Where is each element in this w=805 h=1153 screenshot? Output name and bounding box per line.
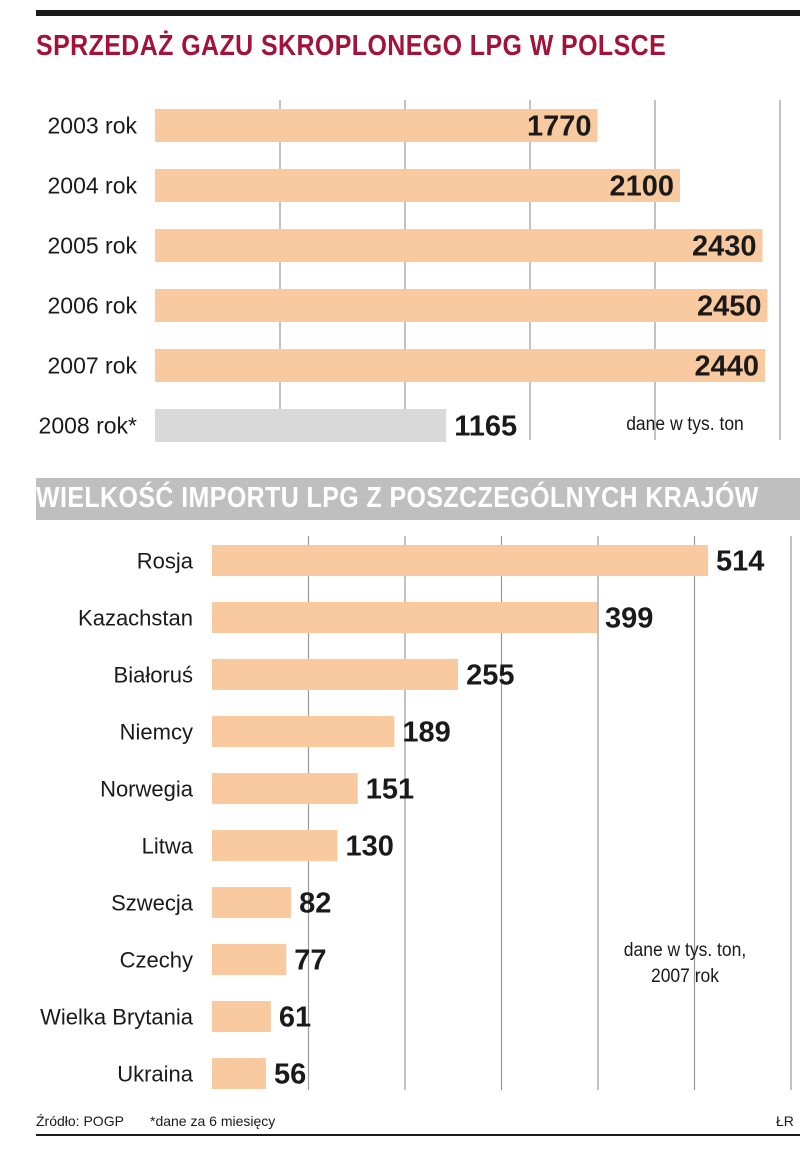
chart1-value-label: 2100 (609, 171, 674, 203)
chart2-title: WIELKOŚĆ IMPORTU LPG Z POSZCZEGÓLNYCH KR… (36, 482, 759, 514)
chart2-value-label: 189 (402, 717, 450, 749)
chart1-bar (155, 289, 768, 322)
chart1-category-label: 2005 rok (47, 233, 137, 259)
chart1-category-label: 2008 rok* (39, 413, 138, 439)
chart1-value-label: 2430 (692, 231, 757, 263)
chart1-value-label: 1770 (527, 111, 592, 143)
chart2-category-label: Litwa (142, 834, 194, 859)
footnote-text: *dane za 6 miesięcy (150, 1113, 276, 1129)
chart2-category-label: Niemcy (120, 720, 193, 745)
chart2-category-label: Rosja (137, 549, 194, 574)
chart2-value-label: 255 (466, 660, 514, 692)
chart2-bar (212, 944, 287, 975)
chart2-value-label: 77 (294, 945, 326, 977)
chart2-unit-note-line2: 2007 rok (650, 966, 720, 987)
chart2-bar (212, 1058, 267, 1089)
chart2-category-label: Norwegia (100, 777, 194, 802)
chart1-bar (155, 109, 598, 142)
chart2-unit-note-line1: dane w tys. ton, (623, 940, 747, 961)
chart2-category-label: Białoruś (114, 663, 193, 688)
chart2-value-label: 130 (345, 831, 393, 863)
chart1-category-label: 2006 rok (47, 293, 137, 319)
chart2-value-label: 61 (279, 1002, 311, 1034)
chart2-bar (212, 830, 338, 861)
chart2-category-label: Ukraina (117, 1062, 194, 1087)
chart1-unit-note: dane w tys. ton (626, 414, 744, 435)
bottom-rule (36, 1134, 800, 1136)
chart2-bar (212, 773, 358, 804)
chart1-category-label: 2003 rok (47, 113, 137, 139)
chart2-category-label: Wielka Brytania (40, 1005, 194, 1030)
chart2-category-label: Czechy (120, 948, 193, 973)
chart2-bar (212, 1001, 271, 1032)
author-initials: ŁR (776, 1113, 794, 1129)
chart1-bar (155, 409, 447, 442)
chart1-category-label: 2007 rok (47, 353, 137, 379)
chart2-value-label: 56 (274, 1059, 306, 1091)
chart2-bar (212, 545, 709, 576)
chart1-value-label: 1165 (454, 411, 517, 443)
chart2-bar (212, 716, 395, 747)
chart2-category-label: Szwecja (111, 891, 194, 916)
chart2-value-label: 399 (605, 603, 653, 635)
chart1-bar (155, 169, 680, 202)
chart2-value-label: 514 (716, 546, 764, 578)
chart2-bar (212, 887, 292, 918)
chart2-category-label: Kazachstan (78, 606, 193, 631)
chart2-value-label: 151 (366, 774, 414, 806)
chart2-unit-note: dane w tys. ton, 2007 rok (593, 938, 777, 990)
chart2-value-label: 82 (299, 888, 331, 920)
chart1-value-label: 2440 (694, 351, 759, 383)
chart1-title: SPRZEDAŻ GAZU SKROPLONEGO LPG W POLSCE (36, 30, 667, 62)
chart2-bar (212, 659, 459, 690)
chart2-bar (212, 602, 598, 633)
chart1-bar (155, 349, 765, 382)
chart1-bar (155, 229, 763, 262)
chart1-category-label: 2004 rok (47, 173, 137, 199)
source-text: Źródło: POGP (36, 1113, 124, 1129)
top-rule (36, 10, 800, 16)
chart1-value-label: 2450 (697, 291, 762, 323)
chart2-title-band (36, 478, 800, 520)
